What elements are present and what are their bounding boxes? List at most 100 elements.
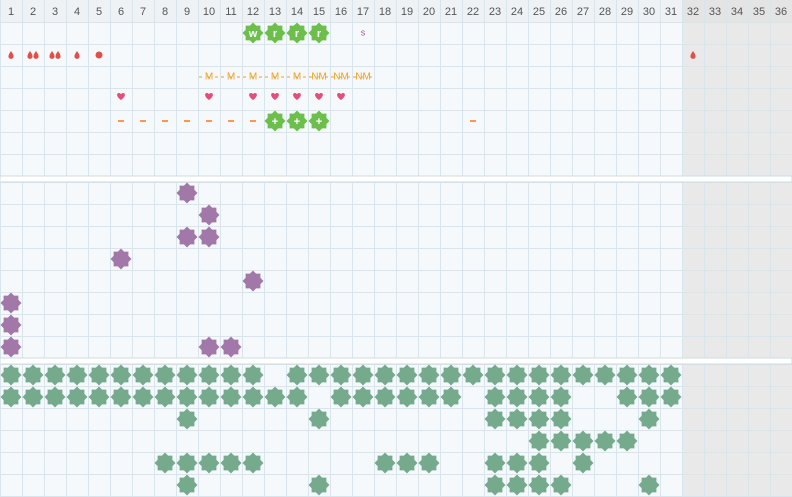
green-blob xyxy=(22,386,44,408)
green-blob xyxy=(308,474,330,496)
day-number: 12 xyxy=(247,6,259,18)
green-blob xyxy=(264,386,286,408)
green-blob xyxy=(550,364,572,386)
green-blob xyxy=(528,430,550,452)
green-blob xyxy=(506,386,528,408)
green-blob xyxy=(528,364,550,386)
dot xyxy=(95,51,103,59)
day-number: 1 xyxy=(8,6,14,18)
day-number: 34 xyxy=(731,6,743,18)
purple-blob xyxy=(0,292,22,314)
purple-blob xyxy=(220,336,242,358)
green-blob xyxy=(550,474,572,496)
day-number: 13 xyxy=(269,6,281,18)
badge xyxy=(308,22,330,44)
green-blob xyxy=(198,364,220,386)
purple-blob xyxy=(198,226,220,248)
green-blob xyxy=(308,364,330,386)
day-number: 4 xyxy=(74,6,80,18)
day-number: 24 xyxy=(511,6,523,18)
day-number: 9 xyxy=(184,6,190,18)
green-blob xyxy=(550,430,572,452)
green-blob xyxy=(220,452,242,474)
plus-text: + xyxy=(316,116,322,128)
green-blob xyxy=(638,386,660,408)
green-blob xyxy=(528,474,550,496)
green-blob xyxy=(418,386,440,408)
day-number: 29 xyxy=(621,6,633,18)
green-blob xyxy=(66,364,88,386)
green-blob xyxy=(154,364,176,386)
green-blob xyxy=(198,386,220,408)
day-number: 10 xyxy=(203,6,215,18)
day-number: 28 xyxy=(599,6,611,18)
green-blob xyxy=(396,386,418,408)
day-number: 19 xyxy=(401,6,413,18)
green-blob xyxy=(0,364,22,386)
heart xyxy=(205,92,213,100)
green-blob xyxy=(638,364,660,386)
green-blob xyxy=(396,364,418,386)
green-blob xyxy=(110,386,132,408)
green-blob xyxy=(110,364,132,386)
drop xyxy=(690,51,696,59)
green-blob xyxy=(374,452,396,474)
mark-text: M xyxy=(271,72,279,83)
green-blob xyxy=(638,474,660,496)
green-blob xyxy=(484,408,506,430)
green-blob xyxy=(352,364,374,386)
plus-badge xyxy=(264,110,286,132)
green-blob xyxy=(374,364,396,386)
day-number: 17 xyxy=(357,6,369,18)
day-number: 16 xyxy=(335,6,347,18)
green-blob xyxy=(132,386,154,408)
green-blob xyxy=(484,386,506,408)
green-blob xyxy=(220,386,242,408)
separator xyxy=(0,175,792,183)
green-blob xyxy=(616,364,638,386)
green-blob xyxy=(176,474,198,496)
drop xyxy=(33,51,39,59)
green-blob xyxy=(330,386,352,408)
green-blob xyxy=(286,386,308,408)
green-blob xyxy=(528,386,550,408)
day-number: 27 xyxy=(577,6,589,18)
purple-blob xyxy=(110,248,132,270)
green-blob xyxy=(550,386,572,408)
purple-blob xyxy=(0,336,22,358)
drop xyxy=(8,51,14,59)
day-number: 7 xyxy=(140,6,146,18)
day-number: 18 xyxy=(379,6,391,18)
green-blob xyxy=(484,452,506,474)
badge-text: r xyxy=(317,28,322,40)
heart xyxy=(315,92,323,100)
green-blob xyxy=(528,452,550,474)
heart xyxy=(249,92,257,100)
heart xyxy=(337,92,345,100)
green-blob xyxy=(198,452,220,474)
day-number: 3 xyxy=(52,6,58,18)
grey-cols xyxy=(682,22,792,176)
green-blob xyxy=(440,364,462,386)
mark-text: NM xyxy=(355,72,371,83)
day-number: 6 xyxy=(118,6,124,18)
mark-text: M xyxy=(293,72,301,83)
day-number: 23 xyxy=(489,6,501,18)
green-blob xyxy=(286,364,308,386)
green-blob xyxy=(572,430,594,452)
badge xyxy=(286,22,308,44)
plus-badge xyxy=(286,110,308,132)
green-blob xyxy=(176,386,198,408)
day-number: 35 xyxy=(753,6,765,18)
green-blob xyxy=(308,408,330,430)
day-number: 8 xyxy=(162,6,168,18)
green-blob xyxy=(462,364,484,386)
day-number: 14 xyxy=(291,6,303,18)
drop xyxy=(74,51,80,59)
green-blob xyxy=(396,452,418,474)
day-number: 25 xyxy=(533,6,545,18)
badge-text: w xyxy=(248,28,258,40)
day-number: 20 xyxy=(423,6,435,18)
green-blob xyxy=(176,364,198,386)
